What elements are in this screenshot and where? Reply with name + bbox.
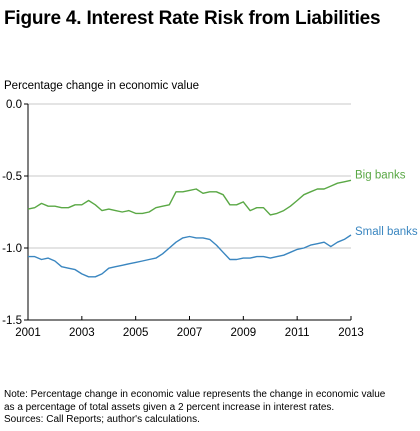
x-tick-label: 2011 — [285, 327, 310, 339]
figure-notes: Note: Percentage change in economic valu… — [4, 389, 385, 427]
series-line-small-banks — [28, 234, 352, 278]
x-tick-label: 2009 — [231, 327, 257, 339]
y-tick-label: -1.0 — [2, 243, 22, 255]
series-label-big-banks: Big banks — [355, 169, 406, 181]
y-tick-label: 0.0 — [6, 99, 22, 111]
note-line-3: Sources: Call Reports; author's calculat… — [4, 414, 200, 425]
x-tick-label: 2003 — [69, 327, 95, 339]
series-line-big-banks — [27, 179, 352, 216]
series-label-small-banks: Small banks — [355, 226, 418, 238]
y-axis-label: Percentage change in economic value — [4, 80, 199, 92]
x-tick-label: 2013 — [338, 327, 364, 339]
y-tick-label: -1.5 — [2, 315, 22, 327]
x-tick-label: 2007 — [177, 327, 203, 339]
note-line-2: as a percentage of total assets given a … — [4, 401, 335, 413]
y-tick-label: -0.5 — [2, 171, 22, 183]
figure-title: Figure 4. Interest Rate Risk from Liabil… — [4, 8, 381, 29]
note-line-1: Note: Percentage change in economic valu… — [4, 389, 386, 400]
x-tick-label: 2001 — [15, 327, 41, 339]
x-tick-label: 2005 — [123, 327, 149, 339]
